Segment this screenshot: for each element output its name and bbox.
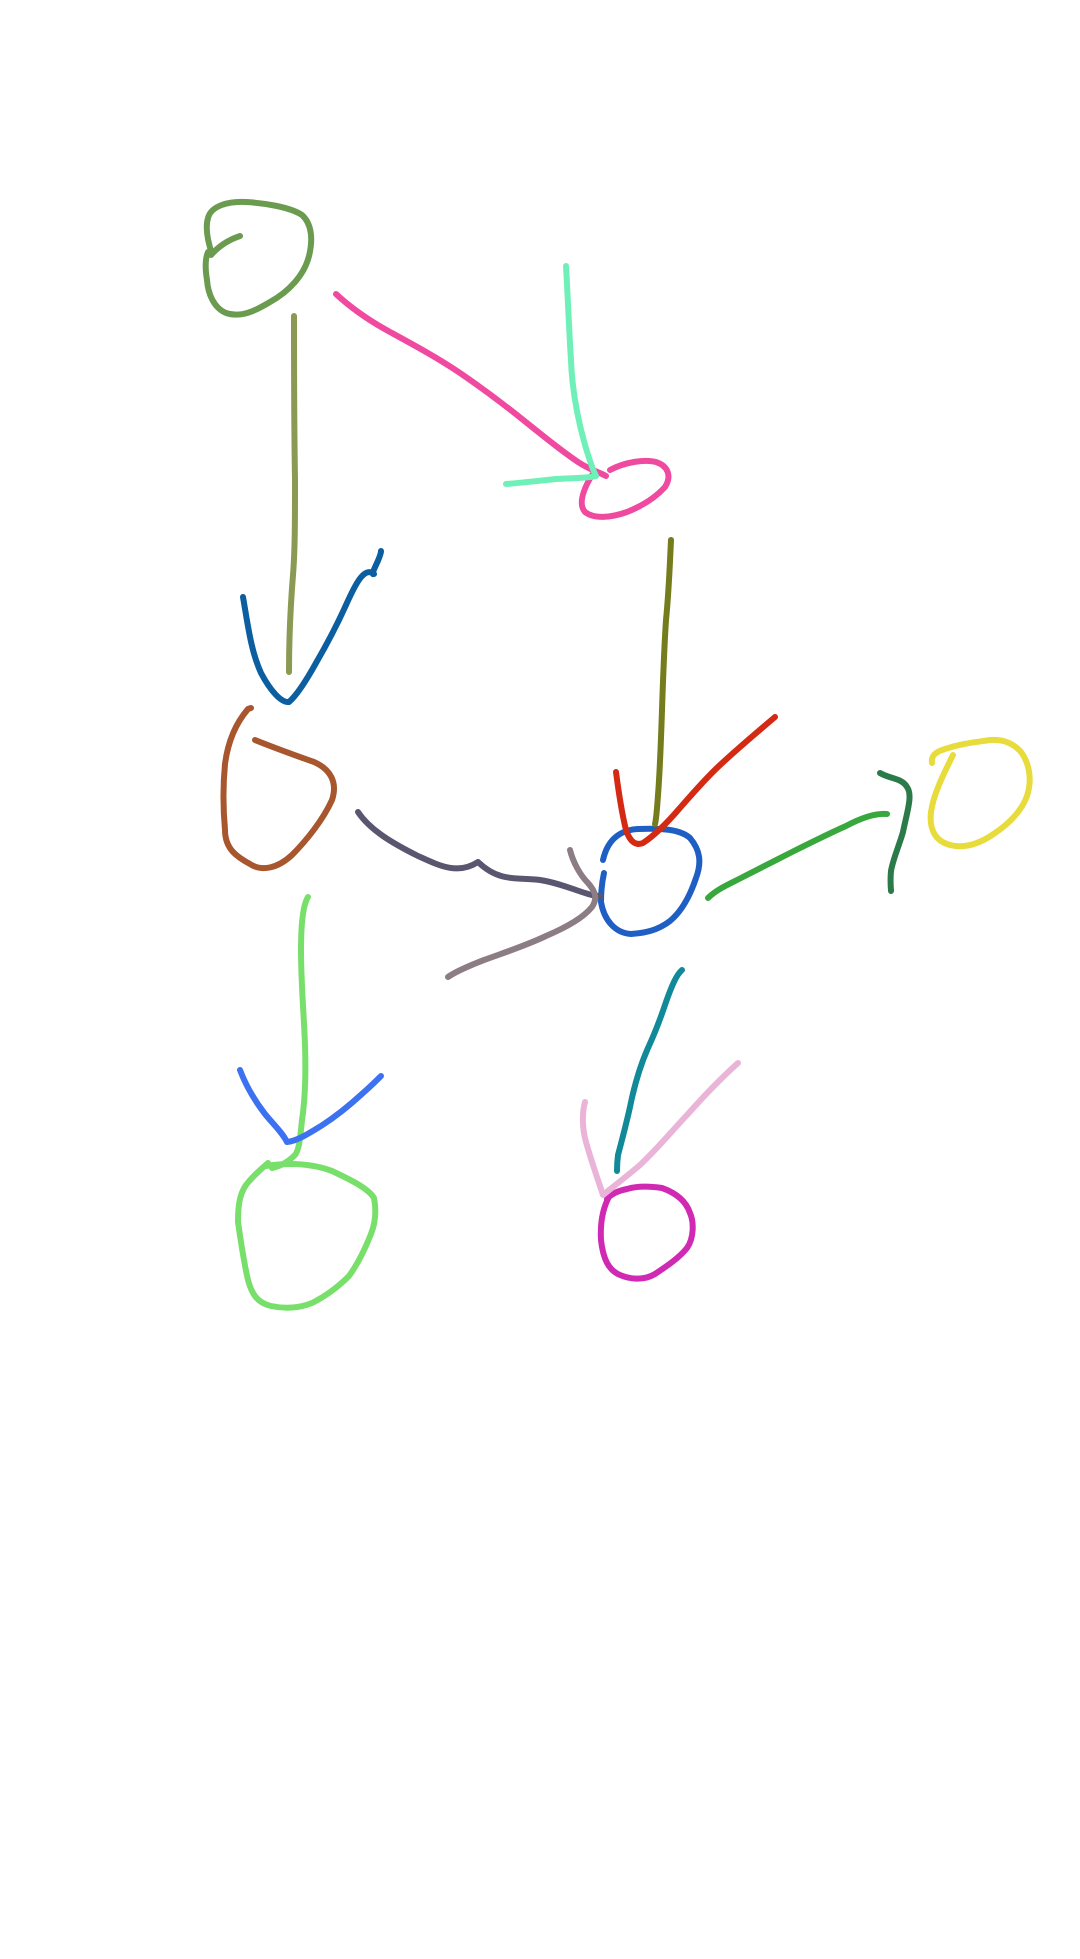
edge-d-g-arrowhead — [579, 1060, 741, 1198]
edge-a-b-arrowhead — [503, 263, 599, 487]
edge-a-b-shaft — [333, 291, 609, 479]
node-a-circle — [202, 198, 315, 318]
node-d-circle — [598, 825, 703, 937]
edge-b-d-shaft — [652, 537, 674, 827]
edge-c-d-arrowhead — [445, 847, 599, 980]
edge-c-f-arrowhead — [237, 1067, 384, 1145]
node-g-circle — [597, 1183, 696, 1282]
edge-d-e-arrowhead — [877, 770, 913, 894]
edge-d-e-shaft — [705, 810, 890, 901]
edge-d-g-shaft — [614, 967, 685, 1174]
node-f-circle — [235, 1160, 379, 1311]
edge-a-c-shaft — [286, 313, 298, 675]
edge-c-d-shaft — [355, 809, 603, 899]
edge-b-d-arrowhead — [613, 714, 778, 847]
edge-a-c-arrowhead — [240, 548, 384, 705]
node-c-circle — [220, 705, 337, 872]
edge-c-f-shaft — [269, 894, 311, 1171]
node-b-circle — [578, 457, 672, 520]
node-e-circle — [927, 736, 1033, 850]
